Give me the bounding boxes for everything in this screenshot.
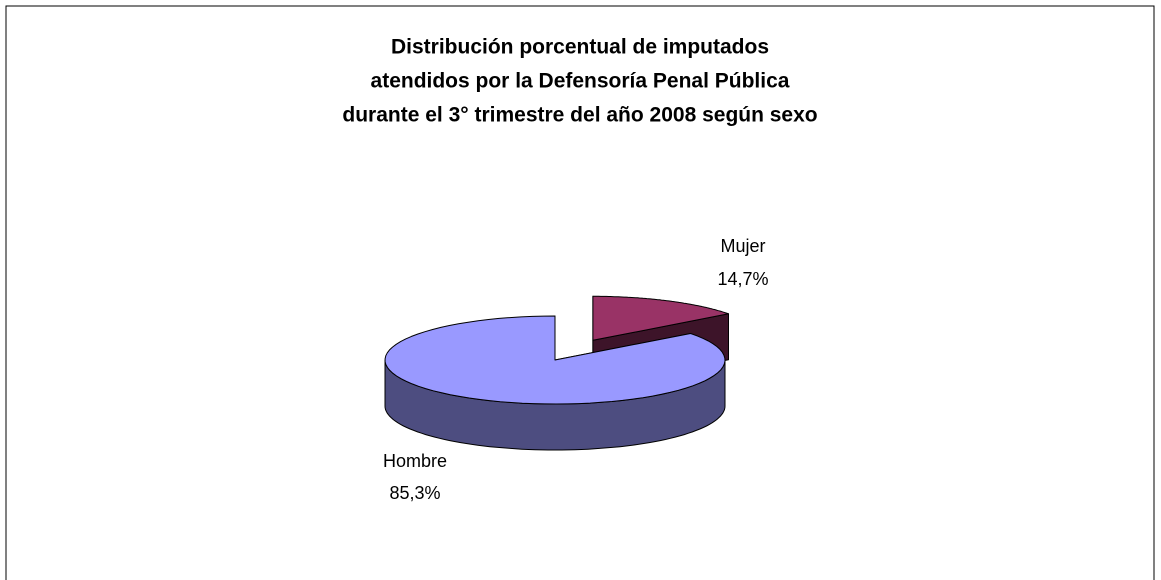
- slice-value-label: 85,3%: [389, 483, 440, 503]
- chart-title: atendidos por la Defensoría Penal Públic…: [371, 70, 790, 93]
- slice: [592, 295, 729, 341]
- chart-title: Distribución porcentual de imputados: [391, 36, 769, 59]
- slice-value-label: 14,7%: [717, 269, 768, 289]
- slice: [384, 315, 726, 405]
- chart-title: durante el 3° trimestre del año 2008 seg…: [342, 104, 817, 127]
- slice-label: Mujer: [720, 236, 765, 256]
- slice-label: Hombre: [383, 451, 447, 471]
- chart-frame: [5, 5, 1155, 580]
